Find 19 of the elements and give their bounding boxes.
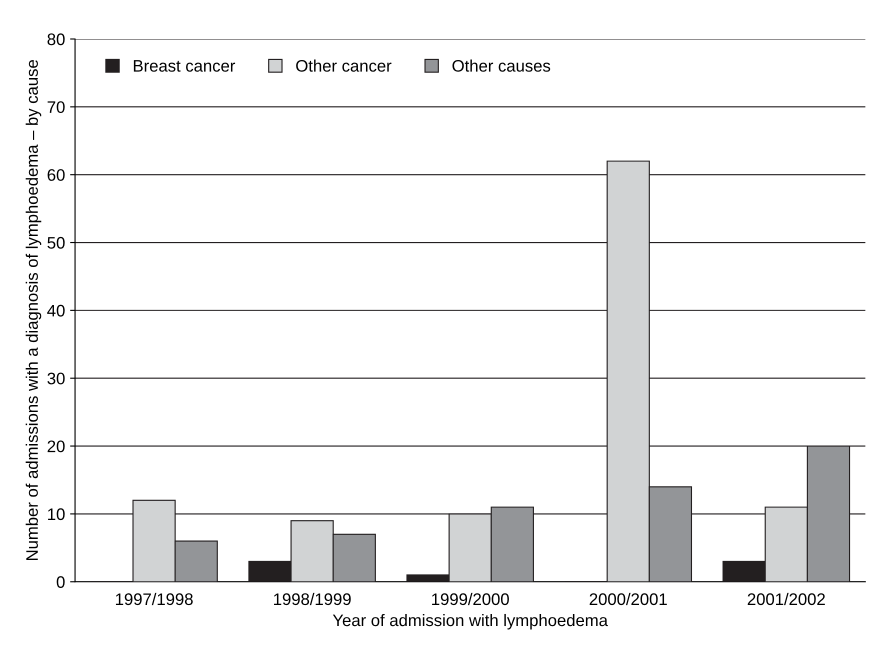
y-tick-label: 30	[47, 372, 65, 384]
legend-label: Breast cancer	[134, 60, 236, 72]
y-tick-label: 40	[47, 304, 65, 317]
x-axis-title: Year of admission with lymphoedema	[332, 614, 608, 630]
y-tick-label: 70	[48, 101, 65, 114]
x-tick-label: 2000/2001	[590, 592, 667, 606]
x-tick-label: 1999/2000	[432, 592, 509, 606]
y-tick-label: 0	[56, 576, 65, 588]
legend-label: Other cancer	[296, 60, 392, 72]
y-tick-label: 80	[48, 33, 65, 46]
y-axis-title: Number of admissions with a diagnosis of lymphoedema – by cause	[26, 60, 42, 560]
legend-label: Other causes	[452, 60, 550, 72]
y-tick-label: 10	[48, 508, 65, 520]
x-tick-label: 2001/2002	[748, 592, 825, 606]
x-tick-label: 1998/1999	[274, 592, 351, 606]
y-tick-label: 50	[47, 236, 65, 249]
y-tick-label: 60	[48, 169, 65, 181]
y-tick-label: 20	[48, 440, 65, 452]
x-tick-label: 1997/1998	[116, 592, 193, 606]
